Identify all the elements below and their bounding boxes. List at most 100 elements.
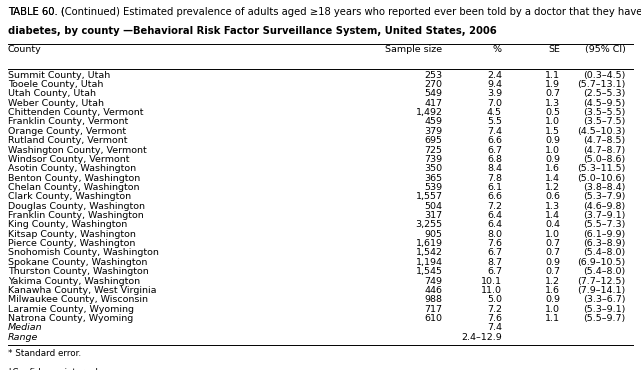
Text: 7.6: 7.6 bbox=[487, 314, 502, 323]
Text: 7.4: 7.4 bbox=[487, 323, 502, 332]
Text: Median: Median bbox=[8, 323, 42, 332]
Text: Utah County, Utah: Utah County, Utah bbox=[8, 90, 96, 98]
Text: 11.0: 11.0 bbox=[481, 286, 502, 295]
Text: 1.4: 1.4 bbox=[545, 211, 560, 220]
Text: 5.5: 5.5 bbox=[487, 117, 502, 127]
Text: 739: 739 bbox=[424, 155, 442, 164]
Text: 0.4: 0.4 bbox=[545, 221, 560, 229]
Text: Washington County, Vermont: Washington County, Vermont bbox=[8, 145, 146, 155]
Text: (2.5–5.3): (2.5–5.3) bbox=[583, 90, 626, 98]
Text: (5.7–13.1): (5.7–13.1) bbox=[578, 80, 626, 89]
Text: 6.1: 6.1 bbox=[487, 183, 502, 192]
Text: 459: 459 bbox=[424, 117, 442, 127]
Text: 4.5: 4.5 bbox=[487, 108, 502, 117]
Text: 0.7: 0.7 bbox=[545, 249, 560, 258]
Text: 7.2: 7.2 bbox=[487, 202, 502, 211]
Text: 717: 717 bbox=[424, 305, 442, 314]
Text: TABLE 60. (: TABLE 60. ( bbox=[8, 7, 65, 17]
Text: TABLE 60. (Continued) Estimated prevalence of adults aged ≥18 years who reported: TABLE 60. (Continued) Estimated prevalen… bbox=[8, 7, 641, 17]
Text: diabetes, by county —Behavioral Risk Factor Surveillance System, United States, : diabetes, by county —Behavioral Risk Fac… bbox=[8, 26, 496, 36]
Text: 6.8: 6.8 bbox=[487, 155, 502, 164]
Text: 1.3: 1.3 bbox=[545, 202, 560, 211]
Text: 1.2: 1.2 bbox=[545, 276, 560, 286]
Text: 3,255: 3,255 bbox=[415, 221, 442, 229]
Text: 0.6: 0.6 bbox=[545, 192, 560, 201]
Text: (5.3–9.1): (5.3–9.1) bbox=[583, 305, 626, 314]
Text: (5.3–7.9): (5.3–7.9) bbox=[583, 192, 626, 201]
Text: (5.0–8.6): (5.0–8.6) bbox=[583, 155, 626, 164]
Text: Thurston County, Washington: Thurston County, Washington bbox=[8, 267, 149, 276]
Text: 1.0: 1.0 bbox=[545, 305, 560, 314]
Text: 1,619: 1,619 bbox=[415, 239, 442, 248]
Text: (5.0–10.6): (5.0–10.6) bbox=[578, 174, 626, 183]
Text: (4.5–9.5): (4.5–9.5) bbox=[583, 99, 626, 108]
Text: (4.7–8.7): (4.7–8.7) bbox=[583, 145, 626, 155]
Text: 695: 695 bbox=[424, 136, 442, 145]
Text: 1,492: 1,492 bbox=[415, 108, 442, 117]
Text: 3.9: 3.9 bbox=[487, 90, 502, 98]
Text: Franklin County, Vermont: Franklin County, Vermont bbox=[8, 117, 128, 127]
Text: 0.9: 0.9 bbox=[545, 258, 560, 267]
Text: Rutland County, Vermont: Rutland County, Vermont bbox=[8, 136, 127, 145]
Text: 7.2: 7.2 bbox=[487, 305, 502, 314]
Text: (5.5–9.7): (5.5–9.7) bbox=[583, 314, 626, 323]
Text: 2.4–12.9: 2.4–12.9 bbox=[461, 333, 502, 342]
Text: 725: 725 bbox=[424, 145, 442, 155]
Text: 0.7: 0.7 bbox=[545, 90, 560, 98]
Text: 7.4: 7.4 bbox=[487, 127, 502, 136]
Text: Franklin County, Washington: Franklin County, Washington bbox=[8, 211, 144, 220]
Text: 0.9: 0.9 bbox=[545, 295, 560, 304]
Text: Pierce County, Washington: Pierce County, Washington bbox=[8, 239, 135, 248]
Text: 0.7: 0.7 bbox=[545, 239, 560, 248]
Text: (3.5–5.5): (3.5–5.5) bbox=[583, 108, 626, 117]
Text: (5.5–7.3): (5.5–7.3) bbox=[583, 221, 626, 229]
Text: 317: 317 bbox=[424, 211, 442, 220]
Text: 1.9: 1.9 bbox=[545, 80, 560, 89]
Text: 1.2: 1.2 bbox=[545, 183, 560, 192]
Text: (4.5–10.3): (4.5–10.3) bbox=[578, 127, 626, 136]
Text: 1.1: 1.1 bbox=[545, 71, 560, 80]
Text: 6.4: 6.4 bbox=[487, 211, 502, 220]
Text: †Confidence interval.: †Confidence interval. bbox=[8, 367, 100, 370]
Text: 6.7: 6.7 bbox=[487, 249, 502, 258]
Text: (3.3–6.7): (3.3–6.7) bbox=[583, 295, 626, 304]
Text: 8.0: 8.0 bbox=[487, 230, 502, 239]
Text: Milwaukee County, Wisconsin: Milwaukee County, Wisconsin bbox=[8, 295, 147, 304]
Text: 417: 417 bbox=[424, 99, 442, 108]
Text: (4.6–9.8): (4.6–9.8) bbox=[583, 202, 626, 211]
Text: 8.7: 8.7 bbox=[487, 258, 502, 267]
Text: 1,545: 1,545 bbox=[415, 267, 442, 276]
Text: 10.1: 10.1 bbox=[481, 276, 502, 286]
Text: 905: 905 bbox=[424, 230, 442, 239]
Text: Spokane County, Washington: Spokane County, Washington bbox=[8, 258, 147, 267]
Text: Kitsap County, Washington: Kitsap County, Washington bbox=[8, 230, 135, 239]
Text: 253: 253 bbox=[424, 71, 442, 80]
Text: Douglas County, Washington: Douglas County, Washington bbox=[8, 202, 145, 211]
Text: * Standard error.: * Standard error. bbox=[8, 349, 81, 358]
Text: SE: SE bbox=[548, 45, 560, 54]
Text: Yakima County, Washington: Yakima County, Washington bbox=[8, 276, 140, 286]
Text: (3.5–7.5): (3.5–7.5) bbox=[583, 117, 626, 127]
Text: 1.1: 1.1 bbox=[545, 314, 560, 323]
Text: 5.0: 5.0 bbox=[487, 295, 502, 304]
Text: Asotin County, Washington: Asotin County, Washington bbox=[8, 164, 136, 173]
Text: King County, Washington: King County, Washington bbox=[8, 221, 127, 229]
Text: 0.9: 0.9 bbox=[545, 136, 560, 145]
Text: Sample size: Sample size bbox=[385, 45, 442, 54]
Text: 6.6: 6.6 bbox=[487, 136, 502, 145]
Text: (0.3–4.5): (0.3–4.5) bbox=[583, 71, 626, 80]
Text: 2.4: 2.4 bbox=[487, 71, 502, 80]
Text: 1,194: 1,194 bbox=[415, 258, 442, 267]
Text: 0.5: 0.5 bbox=[545, 108, 560, 117]
Text: 539: 539 bbox=[424, 183, 442, 192]
Text: (3.7–9.1): (3.7–9.1) bbox=[583, 211, 626, 220]
Text: 0.7: 0.7 bbox=[545, 267, 560, 276]
Text: County: County bbox=[8, 45, 42, 54]
Text: Kanawha County, West Virginia: Kanawha County, West Virginia bbox=[8, 286, 156, 295]
Text: Benton County, Washington: Benton County, Washington bbox=[8, 174, 140, 183]
Text: Chittenden County, Vermont: Chittenden County, Vermont bbox=[8, 108, 143, 117]
Text: %: % bbox=[493, 45, 502, 54]
Text: 365: 365 bbox=[424, 174, 442, 183]
Text: 7.0: 7.0 bbox=[487, 99, 502, 108]
Text: 1.5: 1.5 bbox=[545, 127, 560, 136]
